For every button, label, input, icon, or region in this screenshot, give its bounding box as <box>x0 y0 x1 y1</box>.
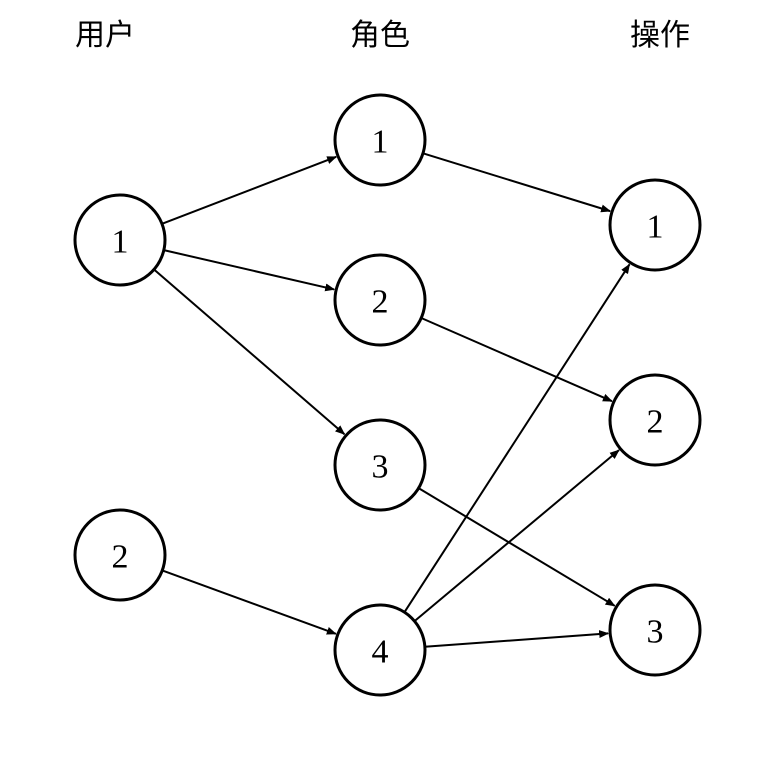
edges-group <box>154 153 629 646</box>
node-label-o2: 2 <box>647 404 664 441</box>
column-header-users: 用户 <box>75 19 135 52</box>
edge-r4-o2 <box>415 450 619 621</box>
edge-u1-r2 <box>164 250 334 289</box>
nodes-group: 1 2 1 2 3 4 1 2 3 <box>75 95 700 695</box>
node-r4: 4 <box>335 605 425 695</box>
node-u1: 1 <box>75 195 165 285</box>
column-header-roles: 角色 <box>350 19 410 52</box>
node-label-r2: 2 <box>372 284 389 321</box>
edge-r4-o3 <box>425 633 608 646</box>
node-label-r1: 1 <box>372 124 389 161</box>
node-label-u1: 1 <box>112 224 129 261</box>
node-label-o3: 3 <box>647 614 664 651</box>
node-label-o1: 1 <box>647 209 664 246</box>
node-label-u2: 2 <box>112 539 129 576</box>
edge-u1-r3 <box>154 269 344 434</box>
edge-r3-o3 <box>419 488 615 606</box>
node-o1: 1 <box>610 180 700 270</box>
edge-r4-o1 <box>404 264 629 612</box>
edge-u1-r1 <box>162 157 336 224</box>
node-r2: 2 <box>335 255 425 345</box>
rbac-diagram: 1 2 1 2 3 4 1 2 3 用户 角色 操作 <box>0 0 771 774</box>
column-header-ops: 操作 <box>630 19 690 52</box>
node-u2: 2 <box>75 510 165 600</box>
edge-r2-o2 <box>421 318 612 401</box>
edge-r1-o1 <box>423 153 610 211</box>
node-o3: 3 <box>610 585 700 675</box>
node-label-r4: 4 <box>372 634 389 671</box>
node-r1: 1 <box>335 95 425 185</box>
node-label-r3: 3 <box>372 449 389 486</box>
edge-u2-r4 <box>162 570 336 633</box>
node-o2: 2 <box>610 375 700 465</box>
node-r3: 3 <box>335 420 425 510</box>
